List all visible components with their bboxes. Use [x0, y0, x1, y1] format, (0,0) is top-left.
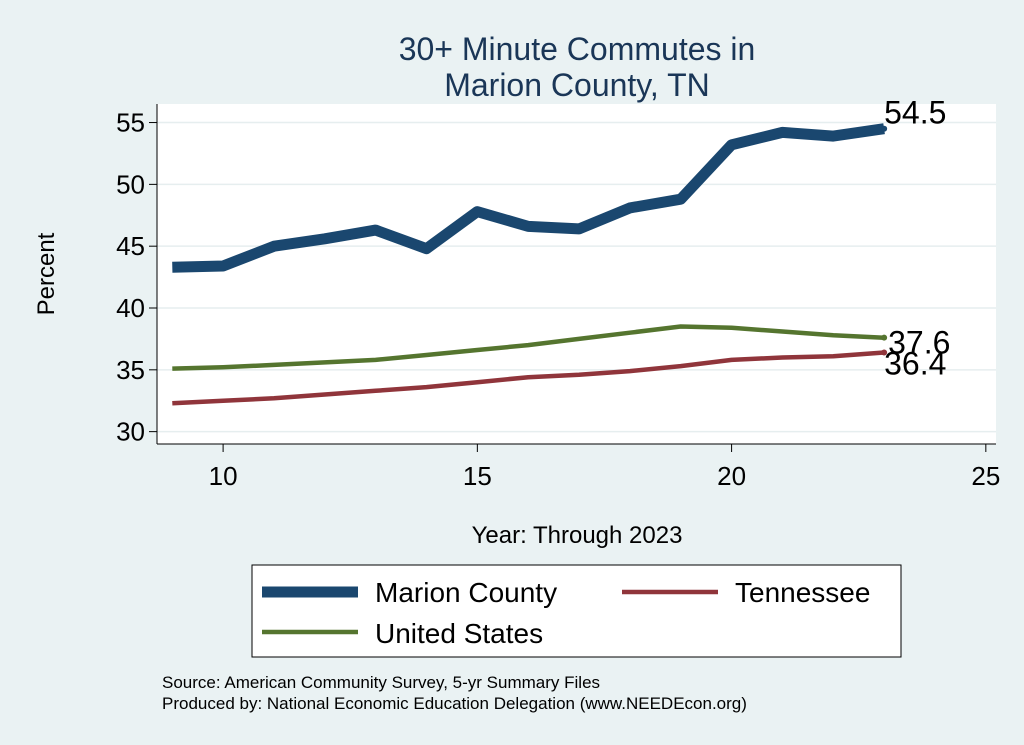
series-line-marion-county [172, 123, 885, 273]
series-lines [172, 123, 888, 406]
y-tick-label-30: 30 [116, 417, 145, 447]
legend: Marion County Tennessee United States [262, 577, 870, 649]
end-label-united-states: 37.6 [888, 325, 950, 361]
series-line-tennessee [172, 350, 885, 406]
legend-label-tennessee: Tennessee [735, 577, 870, 608]
end-label-marion-county: 54.5 [884, 95, 946, 131]
legend-label-united-states: United States [375, 618, 543, 649]
x-tick-label-20: 20 [717, 461, 746, 491]
legend-label-marion-county: Marion County [375, 577, 557, 608]
source-line: Source: American Community Survey, 5-yr … [162, 673, 600, 692]
legend-box [251, 564, 902, 658]
produced-by-line: Produced by: National Economic Education… [162, 694, 747, 713]
series-end-point-tennessee [881, 349, 888, 356]
y-tick-label-40: 40 [116, 293, 145, 323]
plot-area [157, 104, 996, 444]
chart-title-line-2: Marion County, TN [444, 67, 710, 103]
end-labels: 54.5 36.437.6 [884, 95, 950, 382]
x-tick-label-15: 15 [463, 461, 492, 491]
series-end-point-marion-county [881, 125, 888, 132]
end-label-tennessee: 36.4 [884, 346, 946, 382]
y-tick-label-50: 50 [116, 169, 145, 199]
y-tick-label-35: 35 [116, 355, 145, 385]
y-tick-label-55: 55 [116, 108, 145, 138]
y-axis-title: Percent [33, 232, 60, 315]
x-tick-label-25: 25 [971, 461, 1000, 491]
x-axis-title: Year: Through 2023 [472, 522, 683, 549]
axes: 30 35 40 45 50 55 10 15 20 25 [116, 104, 1000, 491]
series-line-united-states [172, 324, 885, 371]
x-tick-label-10: 10 [209, 461, 238, 491]
chart-title-line-1: 30+ Minute Commutes in [399, 31, 756, 67]
y-tick-label-45: 45 [116, 231, 145, 261]
series-end-point-united-states [881, 334, 888, 341]
